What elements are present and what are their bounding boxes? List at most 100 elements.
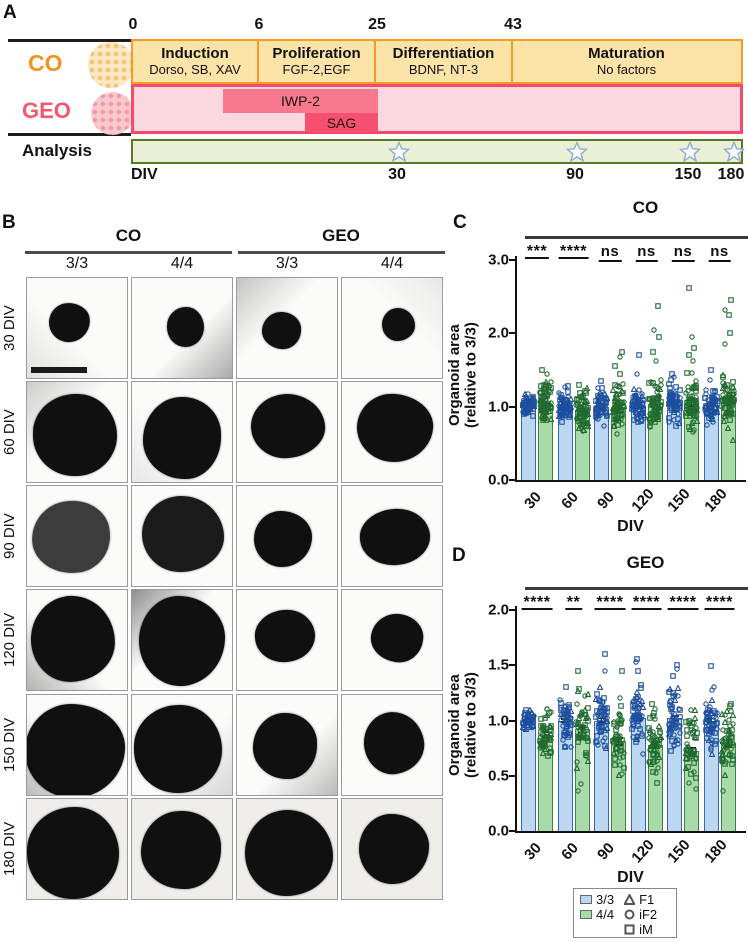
data-point	[704, 716, 710, 722]
data-point	[677, 387, 684, 393]
data-point	[593, 406, 599, 413]
data-point	[596, 683, 604, 691]
data-point	[546, 710, 553, 716]
analysis-day-tick: 90	[566, 166, 584, 183]
data-point	[558, 705, 564, 711]
data-point-outlier	[635, 668, 641, 674]
y-axis	[515, 606, 517, 831]
analysis-row-label: Analysis	[22, 141, 92, 160]
data-point-outlier	[685, 717, 692, 724]
data-point	[615, 733, 622, 739]
data-point	[691, 399, 698, 406]
data-point	[671, 696, 679, 703]
group-header-rule	[25, 251, 232, 254]
data-point	[637, 682, 644, 689]
data-point	[630, 385, 638, 392]
y-tick-label: 0.0	[488, 471, 509, 489]
data-point	[655, 402, 661, 408]
data-point	[582, 750, 589, 756]
data-point	[667, 730, 674, 737]
data-point	[584, 718, 591, 724]
data-point	[656, 721, 663, 729]
timeline-day-tick: 25	[368, 16, 386, 33]
data-point	[665, 399, 673, 407]
data-point	[703, 422, 710, 429]
data-point	[603, 716, 610, 724]
data-point	[690, 760, 697, 767]
data-point	[598, 711, 604, 718]
data-point-outlier	[612, 363, 618, 370]
data-point	[594, 739, 600, 745]
column-header: 3/3	[275, 255, 299, 272]
data-point	[540, 412, 546, 419]
data-point-outlier	[708, 367, 714, 373]
data-point	[673, 423, 679, 430]
data-point	[729, 436, 737, 444]
data-point	[573, 401, 580, 408]
data-point-outlier	[634, 370, 641, 377]
co-protocol-bar: Induction Dorso, SB, XAV Proliferation F…	[131, 39, 743, 84]
data-point	[525, 391, 531, 397]
organoid-blob	[33, 394, 117, 476]
data-point	[579, 416, 587, 424]
data-point	[601, 423, 607, 430]
data-point	[655, 752, 663, 760]
phase-subtitle: No factors	[596, 61, 657, 77]
significance-label: ****	[704, 594, 735, 611]
data-point-outlier	[651, 326, 658, 333]
organoid-blob	[134, 705, 222, 793]
y-axis-tick	[509, 259, 515, 261]
data-point	[565, 733, 571, 740]
y-tick-label: 1.0	[488, 398, 509, 416]
data-point-outlier	[619, 668, 625, 674]
data-point	[713, 725, 720, 732]
data-point	[612, 756, 618, 762]
data-point	[729, 760, 735, 767]
organoid-blob	[360, 709, 428, 777]
data-point	[620, 381, 626, 387]
data-point	[674, 684, 682, 692]
square-marker-icon	[624, 923, 635, 935]
data-point-outlier	[636, 352, 642, 359]
error-bar	[617, 738, 620, 745]
data-point	[566, 414, 572, 421]
data-point	[722, 735, 729, 741]
data-point	[540, 728, 547, 734]
data-point	[685, 396, 693, 403]
data-point	[618, 718, 624, 724]
organoid-blob	[141, 811, 221, 889]
data-point	[567, 720, 574, 726]
organoid-image	[341, 381, 443, 483]
panel-c-label: C	[453, 212, 467, 233]
group-header-geo: GEO	[322, 226, 360, 245]
phase-title: Maturation	[588, 45, 665, 63]
organoid-blob	[367, 610, 427, 666]
organoid-image	[26, 381, 128, 483]
data-point	[637, 410, 644, 416]
data-point	[721, 383, 727, 389]
data-point	[580, 428, 586, 434]
x-axis-title: DIV	[617, 869, 644, 886]
y-axis-tick	[509, 719, 515, 722]
data-point	[683, 410, 690, 416]
organoid-blob	[245, 810, 333, 896]
data-point	[669, 407, 675, 413]
data-point	[617, 712, 623, 718]
y-tick-label: 2.0	[488, 324, 509, 342]
data-point	[648, 736, 654, 743]
data-point	[617, 762, 623, 768]
data-point	[727, 417, 733, 423]
data-point	[614, 723, 620, 730]
organoid-image	[236, 798, 338, 900]
organoid-image	[236, 485, 338, 587]
data-point	[730, 721, 737, 728]
data-point	[638, 390, 645, 397]
analysis-star-icon	[565, 140, 589, 163]
chart-title: CO	[632, 198, 659, 217]
data-point	[682, 764, 690, 772]
geo-protocol-bar: IWP-2 SAG	[131, 84, 743, 134]
timeline-day-tick: 0	[128, 16, 138, 33]
data-point	[690, 382, 698, 389]
data-point	[692, 412, 700, 420]
error-bar	[690, 400, 693, 407]
